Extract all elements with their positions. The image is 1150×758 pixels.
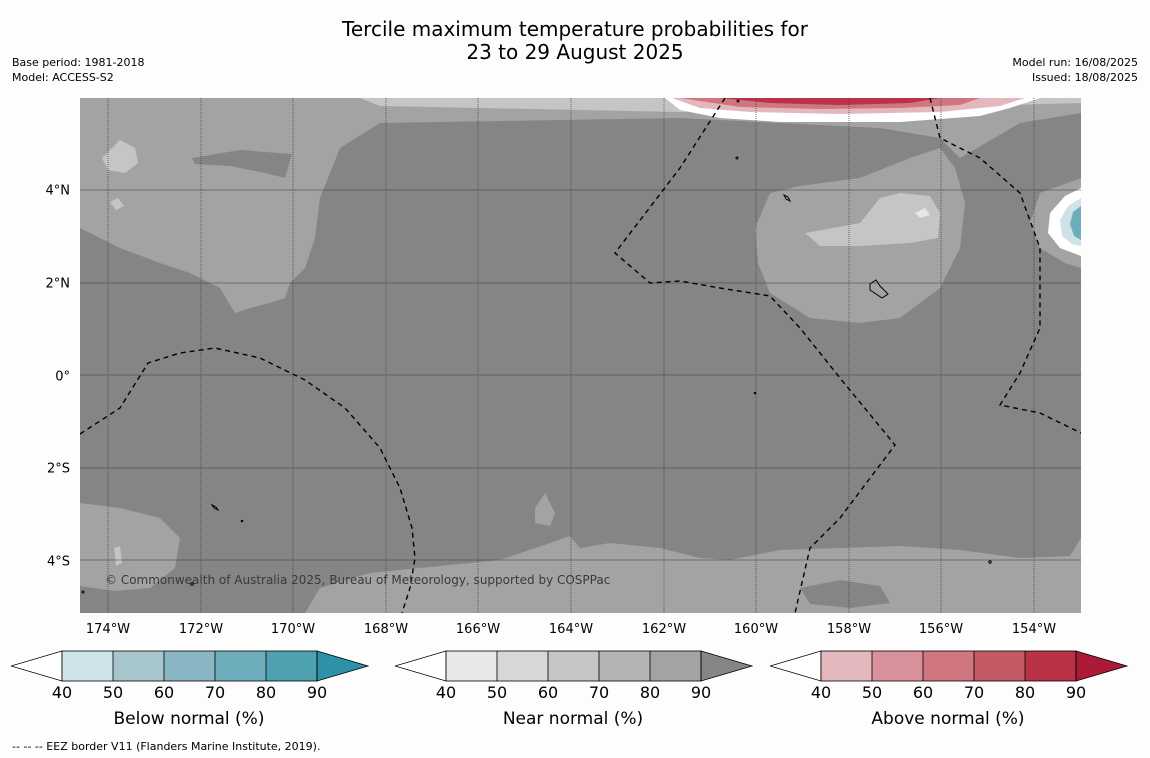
cbar-below-tick-80: 80 (255, 683, 277, 702)
lon-label-162w: 162°W (641, 622, 687, 637)
cbar-below-tick-70: 70 (204, 683, 226, 702)
cbar-near-70 (599, 651, 650, 681)
lon-label-170w: 170°W (270, 622, 316, 637)
map-title: Tercile maximum temperature probabilitie… (0, 18, 1150, 64)
cbar-near-60 (548, 651, 599, 681)
lat-label-equator: 0° (55, 369, 70, 385)
lat-label-4n: 4°N (45, 183, 71, 199)
forecast-map: © Commonwealth of Australia 2025, Bureau… (80, 98, 1081, 613)
near-normal-light-patch-3 (805, 193, 940, 246)
cbar-below-40 (62, 651, 113, 681)
copyright-notice: © Commonwealth of Australia 2025, Bureau… (105, 573, 610, 587)
colorbar-above-normal (770, 650, 1129, 682)
cbar-near-tick-90: 90 (690, 683, 712, 702)
cbar-below-tick-40: 40 (51, 683, 73, 702)
cbar-near-tick-40: 40 (435, 683, 457, 702)
base-period: Base period: 1981-2018 (12, 56, 145, 69)
title-line-2: 23 to 29 August 2025 (466, 40, 684, 64)
near-normal-light-patch-2 (110, 198, 124, 210)
colorbar-below-normal (11, 650, 370, 682)
near-normal-region-northwest (80, 98, 1081, 313)
model-run: Model run: 16/08/2025 (1012, 56, 1138, 69)
near-normal-region-southwest (80, 503, 180, 591)
cbar-above-50 (872, 651, 923, 681)
cbar-above-tick-40: 40 (810, 683, 832, 702)
near-normal-region-south (305, 536, 1081, 613)
cbar-above-label: Above normal (%) (871, 709, 1025, 729)
lon-label-166w: 166°W (455, 622, 501, 637)
issued-date: Issued: 18/08/2025 (1031, 71, 1138, 84)
near-normal-light-patch-1 (102, 140, 138, 173)
cbar-below-50 (113, 651, 164, 681)
cbar-below-tick-50: 50 (102, 683, 124, 702)
cbar-near-label: Near normal (%) (502, 709, 644, 729)
cbar-below-tick-60: 60 (153, 683, 175, 702)
lon-label-154w: 154°W (1011, 622, 1057, 637)
meta-right: Model run: 16/08/2025 Issued: 18/08/2025 (1012, 55, 1138, 85)
title-line-1: Tercile maximum temperature probabilitie… (342, 17, 808, 41)
cbar-below-tick-90: 90 (306, 683, 328, 702)
cbar-above-tick-90: 90 (1065, 683, 1087, 702)
cbar-below-70 (215, 651, 266, 681)
below-normal-region-east-60 (1070, 206, 1081, 240)
cbar-near-tick-60: 60 (537, 683, 559, 702)
lon-label-160w: 160°W (733, 622, 779, 637)
lat-label-4s: 4°S (46, 554, 70, 570)
lon-label-168w: 168°W (363, 622, 409, 637)
lat-label-2n: 2°N (45, 276, 71, 292)
cbar-near-tick-70: 70 (588, 683, 610, 702)
cbar-above-90 (1076, 651, 1127, 681)
islands (81, 99, 992, 594)
cbar-near-tick-50: 50 (486, 683, 508, 702)
cbar-above-60 (923, 651, 974, 681)
cbar-near-80 (650, 651, 701, 681)
colorbar-near-normal (395, 650, 754, 682)
cbar-below-label: Below normal (%) (113, 709, 265, 729)
near-normal-band-north-2 (192, 150, 292, 178)
lon-label-172w: 172°W (178, 622, 224, 637)
cbar-near-40 (446, 651, 497, 681)
eez-footnote: -- -- -- EEZ border V11 (Flanders Marine… (12, 740, 321, 753)
lon-label-158w: 158°W (826, 622, 872, 637)
near-normal-patch-south (800, 580, 890, 608)
cbar-near-50 (497, 651, 548, 681)
cbar-below-90 (317, 651, 368, 681)
model-name: Model: ACCESS-S2 (12, 71, 114, 84)
near-normal-patch-south-2 (535, 493, 555, 526)
cbar-below-80 (266, 651, 317, 681)
cbar-below-60 (164, 651, 215, 681)
cbar-above-70 (974, 651, 1025, 681)
near-normal-light-patch-4 (915, 208, 930, 218)
cbar-above-tick-60: 60 (912, 683, 934, 702)
near-normal-light-patch-5 (114, 546, 122, 566)
cbar-above-tick-80: 80 (1014, 683, 1036, 702)
cbar-near-tick-80: 80 (639, 683, 661, 702)
cbar-near-90 (701, 651, 752, 681)
lat-label-2s: 2°S (46, 461, 70, 477)
above-normal-region-north-80 (720, 98, 940, 105)
lon-label-164w: 164°W (548, 622, 594, 637)
meta-left: Base period: 1981-2018 Model: ACCESS-S2 (12, 55, 144, 85)
lon-label-156w: 156°W (918, 622, 964, 637)
latitude-gridlines (80, 189, 1081, 561)
cbar-above-tick-70: 70 (963, 683, 985, 702)
eez-borders (80, 98, 1081, 613)
lon-label-174w: 174°W (85, 622, 131, 637)
cbar-above-tick-50: 50 (861, 683, 883, 702)
cbar-above-40 (821, 651, 872, 681)
cbar-above-80 (1025, 651, 1076, 681)
